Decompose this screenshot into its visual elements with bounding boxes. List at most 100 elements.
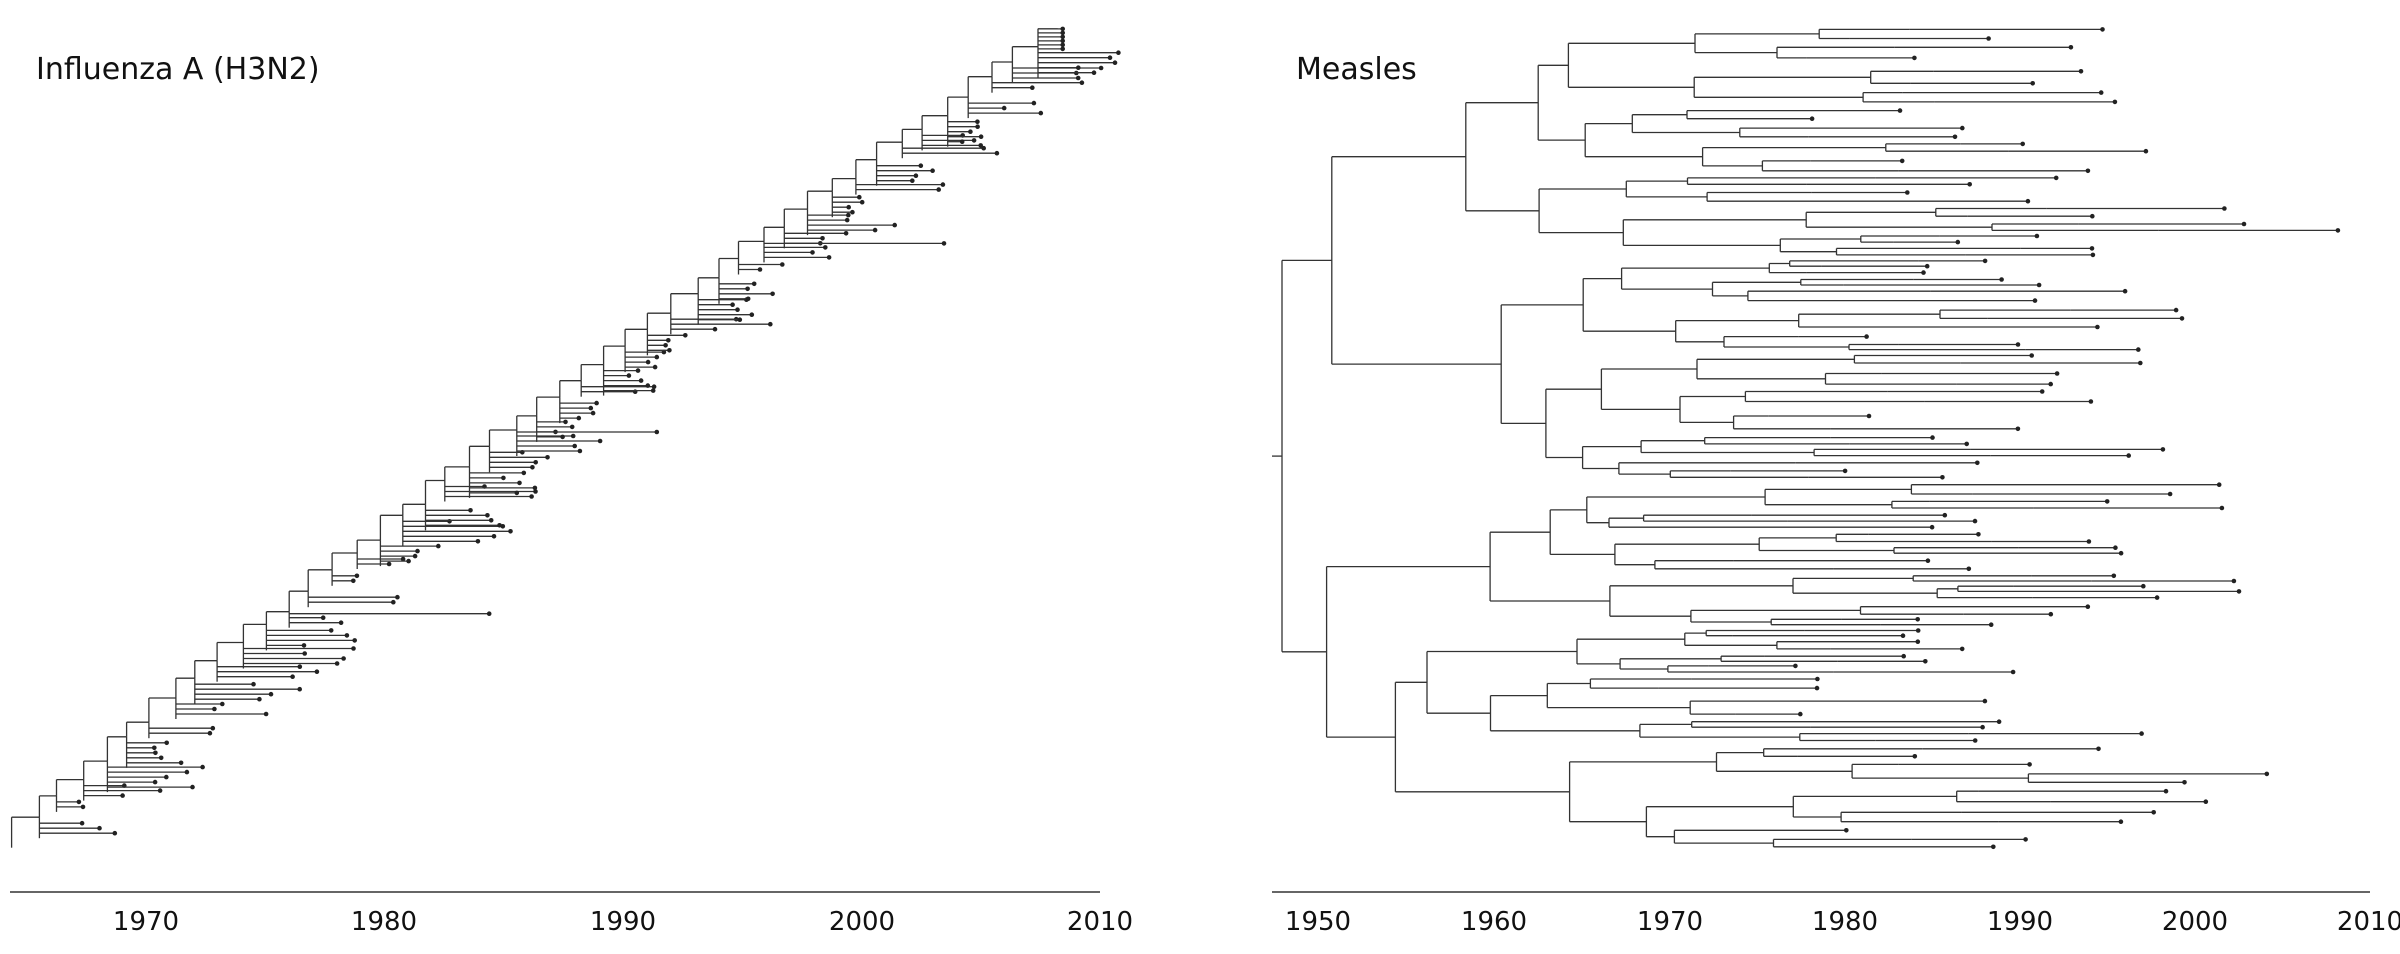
tree-tip bbox=[491, 534, 497, 539]
tree-tip bbox=[2139, 731, 2144, 736]
tree-tip bbox=[576, 415, 582, 421]
tree-tip bbox=[940, 182, 946, 187]
tree-tip bbox=[486, 611, 492, 616]
tree-tip bbox=[569, 424, 575, 430]
tick-label-1990: 1990 bbox=[1987, 907, 2053, 937]
tree-tip bbox=[1899, 158, 1905, 164]
tree-tip bbox=[2015, 426, 2021, 432]
tree-tip bbox=[768, 321, 773, 327]
tree-tip bbox=[594, 400, 599, 406]
tree-tip bbox=[1079, 80, 1085, 85]
tree-tip bbox=[1038, 110, 1044, 116]
tree-tip bbox=[2078, 69, 2084, 74]
tree-tip bbox=[2179, 316, 2185, 321]
tree-tip bbox=[930, 168, 935, 173]
tree-tip bbox=[178, 760, 184, 766]
tree-tip bbox=[2112, 99, 2118, 105]
tree-tip bbox=[1975, 460, 1980, 466]
tree-tip bbox=[152, 745, 157, 751]
tree-tip bbox=[2264, 771, 2270, 777]
tree-tip bbox=[1912, 55, 1917, 61]
tree-tip bbox=[913, 173, 919, 178]
tree-tip bbox=[975, 119, 980, 124]
tree-tip bbox=[2216, 482, 2222, 488]
tree-tip bbox=[112, 830, 118, 836]
tree-tip bbox=[1912, 754, 1918, 759]
tree-tip bbox=[978, 143, 983, 148]
tree-tip bbox=[153, 750, 158, 756]
tree-tip bbox=[2096, 746, 2101, 752]
tree-tip bbox=[2036, 282, 2042, 288]
tree-tip bbox=[1924, 263, 1930, 269]
tree-tip bbox=[1814, 685, 1820, 691]
tree-tip bbox=[2173, 307, 2179, 313]
tree-tip bbox=[158, 755, 164, 761]
tick-label-1950: 1950 bbox=[1285, 907, 1351, 937]
time-axis-influenza: 1970 1980 1990 2000 2010 bbox=[10, 891, 1133, 937]
tree-tip bbox=[2335, 228, 2341, 233]
tree-tip bbox=[164, 774, 169, 780]
tree-tip bbox=[850, 209, 855, 215]
tree-tip bbox=[207, 730, 213, 736]
tree-tip bbox=[892, 222, 897, 228]
tree-tip bbox=[120, 793, 125, 798]
tree-tip bbox=[1967, 182, 1972, 187]
tick-label-2010: 2010 bbox=[1067, 907, 1133, 937]
tree-tip bbox=[1060, 38, 1065, 44]
tree-tip bbox=[2029, 353, 2034, 358]
tree-tip bbox=[2015, 342, 2021, 347]
tree-tip bbox=[530, 465, 535, 470]
tree-tip bbox=[1864, 334, 1869, 339]
tree-tip bbox=[1925, 558, 1931, 563]
tree-tip bbox=[645, 359, 651, 365]
tree-tip bbox=[1075, 75, 1081, 81]
tree-tip bbox=[2090, 213, 2095, 219]
tree-tip bbox=[301, 643, 307, 648]
tree-tip bbox=[297, 664, 303, 669]
tree-tip bbox=[79, 820, 85, 826]
tree-tip bbox=[843, 231, 849, 236]
tree-tip bbox=[859, 199, 865, 205]
tree-tip bbox=[1982, 258, 1988, 264]
tree-tip bbox=[1030, 85, 1035, 90]
tree-tip bbox=[1915, 617, 1920, 622]
tree-tip bbox=[2034, 233, 2040, 239]
time-axis-measles: 1950 1960 1970 1980 1990 2000 2010 bbox=[1272, 891, 2400, 937]
tree-tip bbox=[560, 434, 565, 440]
tree-tip bbox=[1980, 724, 1985, 730]
tree-tip bbox=[820, 236, 825, 241]
tree-tip bbox=[654, 354, 660, 360]
tree-tip bbox=[590, 410, 596, 416]
tree-tip bbox=[475, 539, 481, 544]
tree-tip bbox=[667, 348, 672, 353]
tree-tip bbox=[1930, 435, 1935, 440]
tick-label-2000: 2000 bbox=[2162, 907, 2228, 937]
tree-tip bbox=[1940, 475, 1945, 480]
panel-title-influenza: Influenza A (H3N2) bbox=[36, 52, 320, 87]
tree-tip bbox=[395, 594, 400, 600]
tree-tip bbox=[1988, 622, 1994, 627]
tree-tip bbox=[1915, 628, 1921, 633]
tree-tip bbox=[251, 681, 256, 687]
tree-tip bbox=[577, 448, 583, 454]
tree-tip bbox=[2118, 550, 2124, 556]
tick-label-1970: 1970 bbox=[1637, 907, 1703, 937]
tree-tip bbox=[297, 686, 303, 692]
tree-tip bbox=[663, 343, 668, 348]
tree-tip bbox=[1060, 34, 1065, 40]
tree-tip bbox=[1929, 524, 1935, 530]
tree-tip bbox=[650, 388, 656, 393]
tree-tip bbox=[844, 217, 850, 223]
tree-tip bbox=[918, 163, 924, 168]
tree-tip bbox=[2236, 589, 2242, 594]
tree-tip bbox=[1897, 108, 1903, 113]
tree-tip bbox=[2163, 788, 2169, 794]
tree-tip bbox=[757, 267, 763, 272]
tree-tip bbox=[2085, 604, 2091, 609]
tree-tip bbox=[735, 307, 740, 313]
tree-tip bbox=[936, 187, 941, 192]
tree-tip bbox=[290, 674, 295, 679]
tree-tip bbox=[2048, 381, 2053, 387]
